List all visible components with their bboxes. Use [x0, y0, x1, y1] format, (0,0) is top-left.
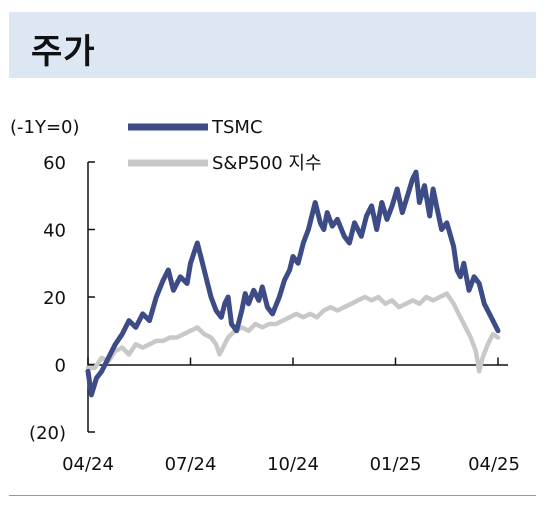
unit-label: (-1Y=0)	[10, 117, 80, 138]
x-tick-label: 04/25	[468, 454, 520, 475]
y-tick-label: 60	[43, 153, 66, 174]
y-tick-label: (20)	[29, 423, 66, 444]
legend-label-tsmc: TSMC	[211, 117, 263, 138]
x-tick-label: 07/24	[165, 454, 217, 475]
series-layer	[85, 169, 501, 398]
x-ticks: 04/24 07/24 10/24 01/25 04/25	[62, 357, 520, 475]
y-tick-label: 0	[55, 356, 66, 377]
header-bar: 주가	[9, 12, 536, 78]
x-tick-label: 04/24	[62, 454, 114, 475]
y-tick-label: 20	[43, 288, 66, 309]
x-tick-label: 10/24	[267, 454, 319, 475]
x-tick-label: 01/25	[370, 454, 422, 475]
legend-label-sp500: S&P500 지수	[212, 153, 322, 174]
y-ticks: 60 40 20 0 (20)	[29, 153, 95, 444]
series-line-tsmc	[85, 169, 501, 398]
footer-divider	[9, 495, 536, 496]
y-tick-label: 40	[43, 221, 66, 242]
series-line-sp500	[85, 291, 501, 374]
page-title: 주가	[31, 32, 96, 72]
